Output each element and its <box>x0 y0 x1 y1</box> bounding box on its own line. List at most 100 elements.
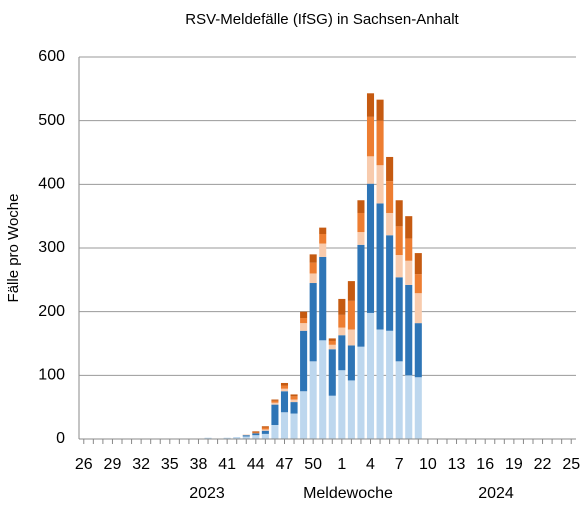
bar-segment <box>338 335 346 371</box>
y-tick-label: 600 <box>38 48 65 65</box>
chart-title: RSV-Meldefälle (IfSG) in Sachsen-Anhalt <box>185 11 459 28</box>
x-tick-label: 7 <box>395 456 404 473</box>
x-tick-label: 1 <box>337 456 346 473</box>
bar-segment <box>280 382 289 386</box>
bar-segment <box>366 183 375 313</box>
x-tick-label: 50 <box>304 456 322 473</box>
bar-segment <box>319 233 327 244</box>
bar-segment <box>261 430 269 434</box>
bar-segment <box>290 394 298 397</box>
bar-segment <box>386 330 394 439</box>
bar-segment <box>328 340 336 345</box>
bar-segment <box>405 238 413 261</box>
bar-segment <box>366 156 375 184</box>
y-tick-label: 100 <box>38 367 65 384</box>
bar-segment <box>414 274 422 294</box>
year-label: 2023 <box>189 485 225 502</box>
bar-segment <box>280 391 289 413</box>
bar-segment <box>376 120 384 166</box>
bar-segment <box>242 435 250 437</box>
x-tick-label: 35 <box>161 456 179 473</box>
bar-segment <box>405 216 413 239</box>
x-tick-label: 26 <box>75 456 93 473</box>
bar-segment <box>414 253 422 275</box>
bar-segment <box>261 433 269 439</box>
x-tick-label: 10 <box>419 456 437 473</box>
x-tick-label: 41 <box>218 456 236 473</box>
bar-segment <box>395 255 403 278</box>
bar-segment <box>347 281 355 301</box>
bar-segment <box>386 212 394 236</box>
bar-segment <box>414 293 422 324</box>
bar-segment <box>319 227 327 234</box>
bar-segment <box>328 349 336 396</box>
bar-segment <box>309 254 317 263</box>
y-tick-label: 200 <box>38 303 65 320</box>
bar-segment <box>347 380 355 439</box>
bar-segment <box>366 312 375 439</box>
bar-segment <box>300 330 308 392</box>
bar-segment <box>271 404 279 425</box>
bar-segment <box>261 429 269 431</box>
bar-segment <box>300 311 308 319</box>
bar-segment <box>338 298 346 315</box>
bar-segment <box>319 256 327 341</box>
bar-segment <box>357 346 365 439</box>
bar-segment <box>395 200 403 227</box>
x-axis-label: Meldewoche <box>303 485 393 502</box>
bar-segment <box>376 329 384 439</box>
bar-segment <box>261 426 269 428</box>
bar-segment <box>252 432 260 434</box>
bar-segment <box>280 412 289 439</box>
bar-segment <box>386 181 394 213</box>
x-tick-label: 4 <box>366 456 375 473</box>
bar-segment <box>300 323 308 331</box>
y-axis-label: Fälle pro Woche <box>5 194 22 303</box>
bar-segment <box>271 424 279 439</box>
bar-segment <box>347 300 355 330</box>
bar-segment <box>376 99 384 121</box>
bar-segment <box>338 327 346 336</box>
x-tick-label: 22 <box>534 456 552 473</box>
bar-segment <box>395 361 403 439</box>
bar-segment <box>290 413 298 439</box>
bar-segment <box>252 433 260 436</box>
bar-segment <box>290 399 298 403</box>
bar-segment <box>271 402 279 405</box>
bar-segment <box>233 437 241 439</box>
bar-segment <box>319 340 327 439</box>
bar-segment <box>271 400 279 403</box>
bar-segment <box>366 116 375 157</box>
bar-segment <box>280 385 289 389</box>
bar-segment <box>290 402 298 414</box>
bar-segment <box>405 284 413 376</box>
x-tick-label: 16 <box>476 456 494 473</box>
bar-segment <box>309 283 317 362</box>
bar-segment <box>376 203 384 330</box>
x-tick-label: 44 <box>247 456 265 473</box>
x-tick-label: 19 <box>505 456 523 473</box>
bar-segment <box>252 435 260 439</box>
x-tick-label: 25 <box>562 456 580 473</box>
bar-segment <box>357 212 365 233</box>
bar-segment <box>366 93 375 117</box>
bar-segment <box>395 277 403 362</box>
bar-segment <box>347 345 355 381</box>
bar-segment <box>328 338 336 341</box>
bar-segment <box>386 235 394 331</box>
bar-segment <box>309 262 317 274</box>
x-tick-label: 38 <box>190 456 208 473</box>
bar-segment <box>357 244 365 347</box>
bar-segment <box>204 437 212 439</box>
bar-segment <box>347 329 355 346</box>
bar-segment <box>386 156 394 182</box>
y-tick-label: 400 <box>38 176 65 193</box>
bar-segment <box>300 318 308 324</box>
bar-segment <box>309 361 317 439</box>
bar-segment <box>223 437 231 439</box>
bar-segment <box>290 396 298 400</box>
x-tick-label: 47 <box>276 456 294 473</box>
bar-segment <box>357 232 365 245</box>
bar-segment <box>414 323 422 378</box>
